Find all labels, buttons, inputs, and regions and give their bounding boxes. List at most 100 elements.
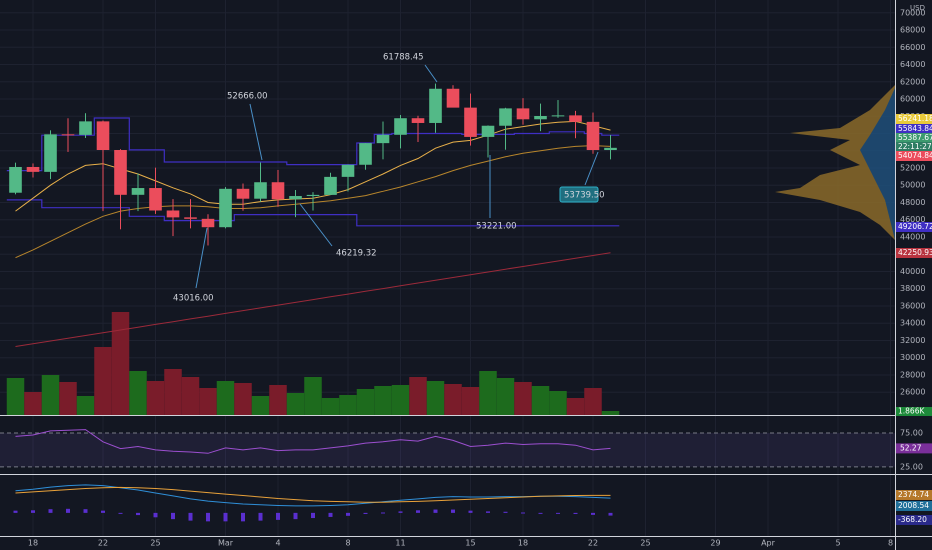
macd-histogram: [171, 512, 176, 520]
macd-histogram: [101, 510, 106, 513]
candle-body: [201, 218, 215, 228]
volume-bar: [59, 382, 77, 415]
moving-average: [15, 252, 611, 347]
candle-body: [184, 217, 197, 219]
x-tick-label: 15: [465, 539, 475, 548]
volume-bar: [496, 378, 515, 415]
candle-body: [9, 166, 22, 193]
candle-body: [219, 188, 232, 228]
rsi-tick-label: 75.00: [900, 428, 923, 437]
macd-histogram: [573, 512, 578, 514]
price-label: 55387.67: [898, 133, 932, 142]
macd-histogram: [503, 511, 508, 513]
macd-histogram: [346, 512, 351, 516]
volume-bar: [426, 381, 445, 415]
candle-body: [604, 147, 617, 151]
y-tick-label: 28000: [900, 370, 925, 379]
volume-bar: [129, 371, 147, 415]
candle-body: [551, 115, 565, 117]
y-tick-label: 48000: [900, 198, 925, 207]
macd-histogram: [206, 512, 211, 522]
channel-upper: [6, 117, 620, 172]
annotation: 53221.00: [476, 222, 517, 232]
macd-histogram: [83, 509, 88, 513]
y-tick-label: 26000: [900, 388, 925, 397]
candle-body: [306, 194, 320, 197]
volume-bar: [321, 398, 340, 415]
price-label: 42250.93: [898, 248, 932, 257]
candle-body: [359, 143, 372, 165]
price-label-bg: [896, 142, 932, 152]
candle-body: [271, 182, 285, 200]
candle-body: [446, 88, 460, 108]
macd-label: -368.20: [898, 515, 927, 524]
plot: [0, 83, 895, 522]
volume-bar: [304, 377, 322, 415]
candle-body: [586, 121, 600, 151]
x-tick-label: 8: [345, 539, 350, 548]
axis: 26000 28000 30000 32000 34000 36000 38000 40000…: [28, 8, 932, 548]
x-tick-label: 18: [518, 539, 528, 548]
macd-histogram: [153, 512, 158, 518]
macd-histogram: [398, 511, 403, 513]
annotation: 53739.50: [564, 191, 605, 201]
volume-bar: [601, 411, 620, 415]
candle-body: [114, 150, 127, 195]
macd-histogram: [188, 512, 193, 521]
volume-bar: [391, 385, 410, 415]
annotation: 52666.00: [227, 92, 268, 102]
rsi-line: [15, 429, 611, 454]
candle-body: [411, 118, 425, 123]
macd-histogram: [608, 512, 613, 516]
volume-bar: [76, 396, 95, 415]
macd-label: 2374.74: [898, 490, 929, 499]
volume-bar: [146, 381, 165, 415]
candle-body: [61, 134, 75, 136]
candle-body: [429, 88, 442, 123]
y-tick-label: 70000: [900, 8, 925, 17]
x-tick-label: 25: [150, 539, 160, 548]
macd-histogram: [258, 512, 263, 521]
macd-histogram: [468, 510, 473, 513]
candle-body: [79, 121, 92, 135]
macd-histogram: [13, 510, 18, 513]
macd-histogram: [66, 508, 71, 513]
x-tick-label: 8: [888, 539, 893, 548]
annotation-box: [559, 186, 599, 203]
candle-body: [516, 108, 530, 120]
macd-histogram: [136, 512, 141, 516]
price-label: 54074.84: [898, 151, 932, 160]
volume-bar: [584, 388, 602, 415]
candle-body: [534, 115, 547, 120]
y-tick-label: 50000: [900, 181, 925, 190]
y-tick-label: 44000: [900, 232, 925, 241]
volume-bar: [24, 392, 42, 415]
volume-bar: [549, 391, 567, 415]
currency: USD: [910, 4, 925, 12]
macd-histogram: [363, 512, 368, 514]
profile-volume: [775, 85, 895, 240]
macd-histogram: [416, 510, 421, 513]
volume-bar: [566, 398, 585, 415]
macd-histogram: [241, 512, 246, 522]
candle-body: [464, 107, 477, 137]
y-tick-label: 30000: [900, 353, 925, 362]
volume-bar: [216, 381, 235, 415]
candle-body: [254, 182, 267, 199]
candle-body: [44, 134, 57, 172]
macd-label-bg: [896, 515, 932, 525]
macd-histogram: [118, 512, 123, 514]
volume-bar: [269, 385, 287, 415]
candle-body: [131, 188, 145, 195]
x-tick-label: 22: [98, 539, 108, 548]
rsi-label: 52.27: [900, 443, 922, 452]
y-tick-label: 68000: [900, 26, 925, 35]
candle-body: [341, 164, 355, 177]
price-label: 56241.18: [898, 114, 932, 123]
candle-body: [26, 166, 40, 172]
price-label-bg: [896, 133, 932, 143]
volume-profile: [775, 85, 895, 240]
annotation-line: [195, 227, 208, 289]
